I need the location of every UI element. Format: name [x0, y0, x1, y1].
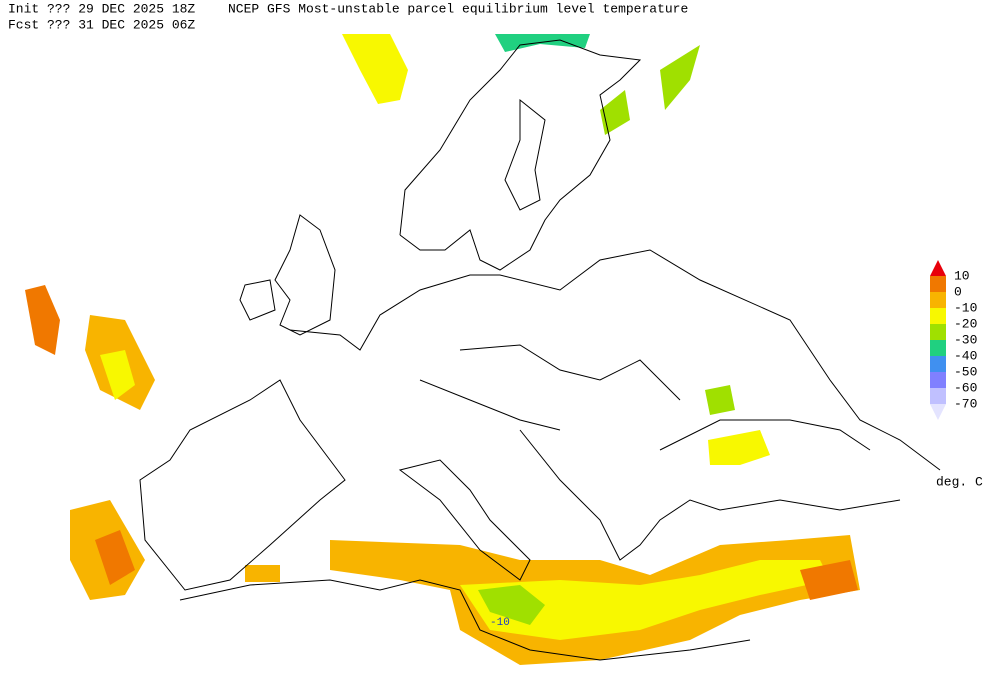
- legend-swatch: [930, 356, 946, 372]
- legend-arrow-top: [930, 260, 946, 276]
- legend: 100-10-20-30-40-50-60-70: [930, 260, 977, 420]
- legend-label: -30: [954, 332, 977, 347]
- field-shading: [25, 34, 860, 665]
- contour-label: -10: [490, 617, 510, 629]
- map-title: NCEP GFS Most-unstable parcel equilibriu…: [228, 1, 688, 16]
- legend-swatch: [930, 308, 946, 324]
- legend-label: -60: [954, 380, 977, 395]
- legend-label: -50: [954, 364, 977, 379]
- coastlines-borders: [139, 39, 941, 661]
- legend-label: -40: [954, 348, 977, 363]
- legend-arrow-bottom: [930, 404, 946, 420]
- legend-swatch: [930, 372, 946, 388]
- legend-swatch: [930, 276, 946, 292]
- legend-label: -20: [954, 316, 977, 331]
- legend-label: 0: [954, 284, 962, 299]
- legend-swatch: [930, 340, 946, 356]
- legend-unit: deg. C: [936, 474, 983, 489]
- legend-swatch: [930, 292, 946, 308]
- init-time: Init ??? 29 DEC 2025 18Z: [8, 1, 195, 16]
- forecast-time: Fcst ??? 31 DEC 2025 06Z: [8, 17, 195, 32]
- legend-swatch: [930, 388, 946, 404]
- legend-swatch: [930, 324, 946, 340]
- legend-label: 10: [954, 268, 970, 283]
- legend-label: -10: [954, 300, 977, 315]
- legend-label: -70: [954, 396, 977, 411]
